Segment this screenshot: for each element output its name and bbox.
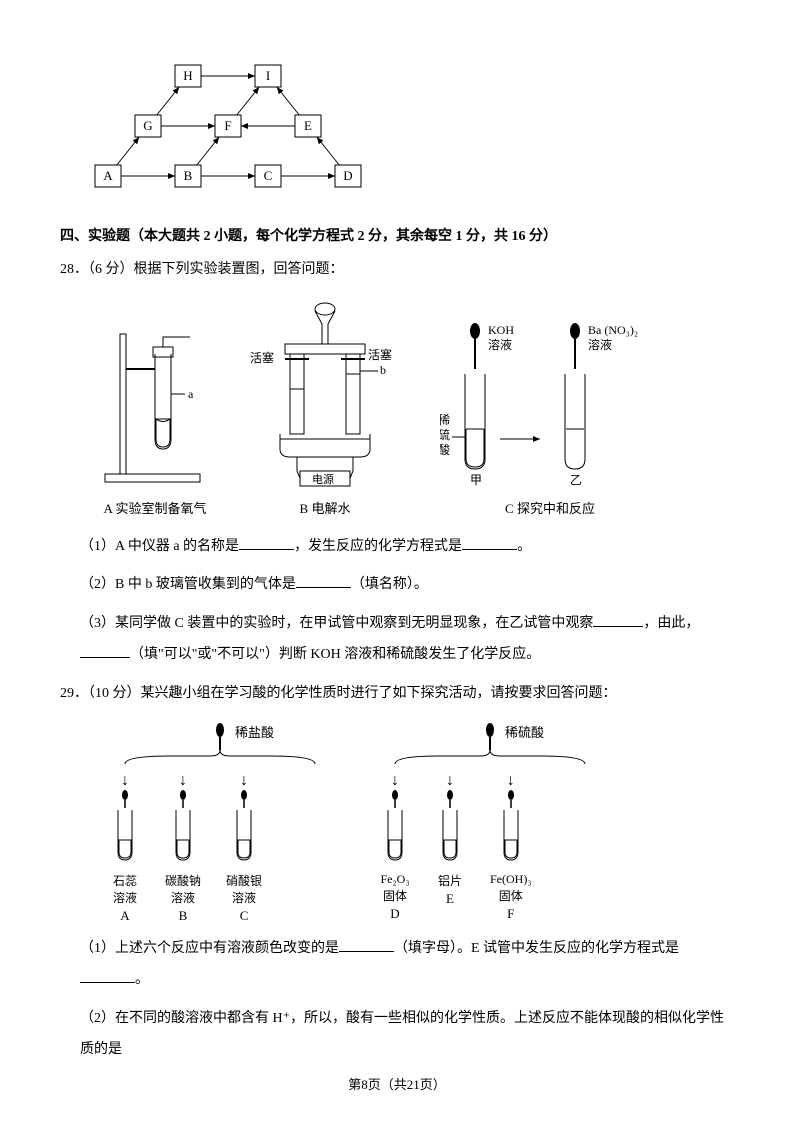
page-footer: 第8页（共21页） — [0, 1074, 794, 1093]
q29-sub1-c: 。 — [135, 972, 149, 987]
svg-text:E: E — [304, 118, 312, 133]
svg-text:A: A — [103, 168, 113, 183]
q28-sub3: （3）某同学做 C 装置中的实验时，在甲试管中观察到无明显现象，在乙试管中观察 ，… — [80, 609, 734, 671]
svg-text:B: B — [184, 168, 193, 183]
test-tube-D: ↓ Fe₂O₃固体 D — [380, 772, 410, 922]
figure-b-svg: 活塞 活塞 b 电源 — [240, 299, 410, 489]
fig-b-stopper-r: 活塞 — [368, 347, 392, 362]
q28-sub3-c: （填"可以"或"不可以"）判断 KOH 溶液和稀硫酸发生了化学反应。 — [130, 647, 540, 662]
test-tube-E: ↓ 铝片 E — [435, 772, 465, 922]
q28-sub3-a: （3）某同学做 C 装置中的实验时，在甲试管中观察到无明显现象，在乙试管中观察 — [80, 616, 593, 631]
svg-text:H: H — [183, 68, 192, 83]
q29-sub2: （2）在不同的酸溶液中都含有 H⁺，所以，酸有一些相似的化学性质。上述反应不能体… — [80, 1011, 724, 1057]
figure-a: a A 实验室制备氧气 — [100, 319, 210, 517]
q28-sub2-a: （2）B 中 b 玻璃管收集到的气体是 — [80, 577, 296, 592]
svg-text:甲: 甲 — [470, 473, 482, 487]
figure-a-caption: A 实验室制备氧气 — [100, 498, 210, 517]
question-29: 29．（10 分）某兴趣小组在学习酸的化学性质时进行了如下探究活动，请按要求回答… — [60, 681, 734, 708]
q28-sub1-b: ，发生反应的化学方程式是 — [294, 539, 462, 554]
right-dropper-svg: 稀硫酸 — [380, 722, 600, 767]
q29-sub2: （2）在不同的酸溶液中都含有 H⁺，所以，酸有一些相似的化学性质。上述反应不能体… — [80, 1004, 734, 1066]
q28-sub1: （1）A 中仪器 a 的名称是 ，发生反应的化学方程式是 。 — [80, 532, 734, 563]
svg-text:D: D — [343, 168, 352, 183]
test-tube-C: ↓ 硝酸银溶液 C — [226, 772, 262, 924]
svg-text:稀: 稀 — [440, 413, 450, 427]
fig-b-label-b: b — [380, 363, 386, 377]
tube-group-right: 稀硫酸 ↓ Fe₂O₃固体 D ↓ 铝片 E ↓ — [380, 722, 600, 924]
figure-a-svg: a — [100, 319, 210, 489]
figure-b: 活塞 活塞 b 电源 B 电解水 — [240, 299, 410, 517]
question-28: 28．（6 分）根据下列实验装置图，回答问题： — [60, 257, 734, 284]
q29-sub1: （1）上述六个反应中有溶液颜色改变的是 （填字母）。E 试管中发生反应的化学方程式… — [80, 934, 734, 996]
svg-text:Ba (NO₃)₂: Ba (NO₃)₂ — [588, 323, 638, 337]
test-tube-A: ↓ 石蕊溶液 A — [110, 772, 140, 924]
svg-text:乙: 乙 — [570, 473, 582, 487]
svg-text:稀硫酸: 稀硫酸 — [505, 725, 544, 740]
fig-a-label-a: a — [188, 387, 194, 401]
svg-text:溶液: 溶液 — [488, 337, 512, 352]
figure-c: KOH 溶液 稀 硫 酸 甲 Ba (NO₃)₂ 溶液 乙 C 探究中和反应 — [440, 319, 660, 517]
q29-sub1-a: （1）上述六个反应中有溶液颜色改变的是 — [80, 941, 339, 956]
figure-c-svg: KOH 溶液 稀 硫 酸 甲 Ba (NO₃)₂ 溶液 乙 — [440, 319, 660, 489]
svg-text:C: C — [264, 168, 273, 183]
flowchart-diagram: A B C D G F E H I — [90, 50, 734, 205]
figure-c-caption: C 探究中和反应 — [440, 498, 660, 517]
q29-tubes: 稀盐酸 ↓ 石蕊溶液 A ↓ 碳酸钠溶液 B ↓ — [110, 722, 734, 924]
q28-sub2: （2）B 中 b 玻璃管收集到的气体是 （填名称）。 — [80, 570, 734, 601]
q28-sub2-b: （填名称）。 — [351, 577, 428, 592]
tube-group-left: 稀盐酸 ↓ 石蕊溶液 A ↓ 碳酸钠溶液 B ↓ — [110, 722, 330, 924]
q28-sub3-b: ，由此， — [643, 616, 699, 631]
test-tube-F: ↓ Fe(OH)₃固体 F — [490, 772, 532, 922]
svg-text:KOH: KOH — [488, 323, 514, 337]
svg-text:稀盐酸: 稀盐酸 — [235, 725, 274, 740]
svg-text:G: G — [143, 118, 152, 133]
svg-text:溶液: 溶液 — [588, 337, 612, 352]
fig-b-stopper-l: 活塞 — [250, 350, 274, 365]
svg-text:硫: 硫 — [440, 427, 450, 442]
figure-b-caption: B 电解水 — [240, 498, 410, 517]
q28-sub1-c: 。 — [517, 539, 531, 554]
q28-figures: a A 实验室制备氧气 活塞 活塞 b — [100, 299, 734, 517]
svg-text:酸: 酸 — [440, 442, 450, 457]
q28-prefix: 28．（6 分）根据下列实验装置图，回答问题： — [60, 262, 344, 277]
fig-b-power: 电源 — [312, 472, 334, 486]
q29-prefix: 29．（10 分）某兴趣小组在学习酸的化学性质时进行了如下探究活动，请按要求回答… — [60, 686, 617, 701]
q29-sub1-b: （填字母）。E 试管中发生反应的化学方程式是 — [394, 941, 679, 956]
svg-text:I: I — [266, 68, 270, 83]
test-tube-B: ↓ 碳酸钠溶液 B — [165, 772, 201, 924]
q28-sub1-a: （1）A 中仪器 a 的名称是 — [80, 539, 239, 554]
svg-text:F: F — [224, 118, 231, 133]
section-4-header: 四、实验题（本大题共 2 小题，每个化学方程式 2 分，其余每空 1 分，共 1… — [60, 225, 734, 245]
left-dropper-svg: 稀盐酸 — [110, 722, 330, 767]
graph-svg: A B C D G F E H I — [90, 50, 390, 200]
